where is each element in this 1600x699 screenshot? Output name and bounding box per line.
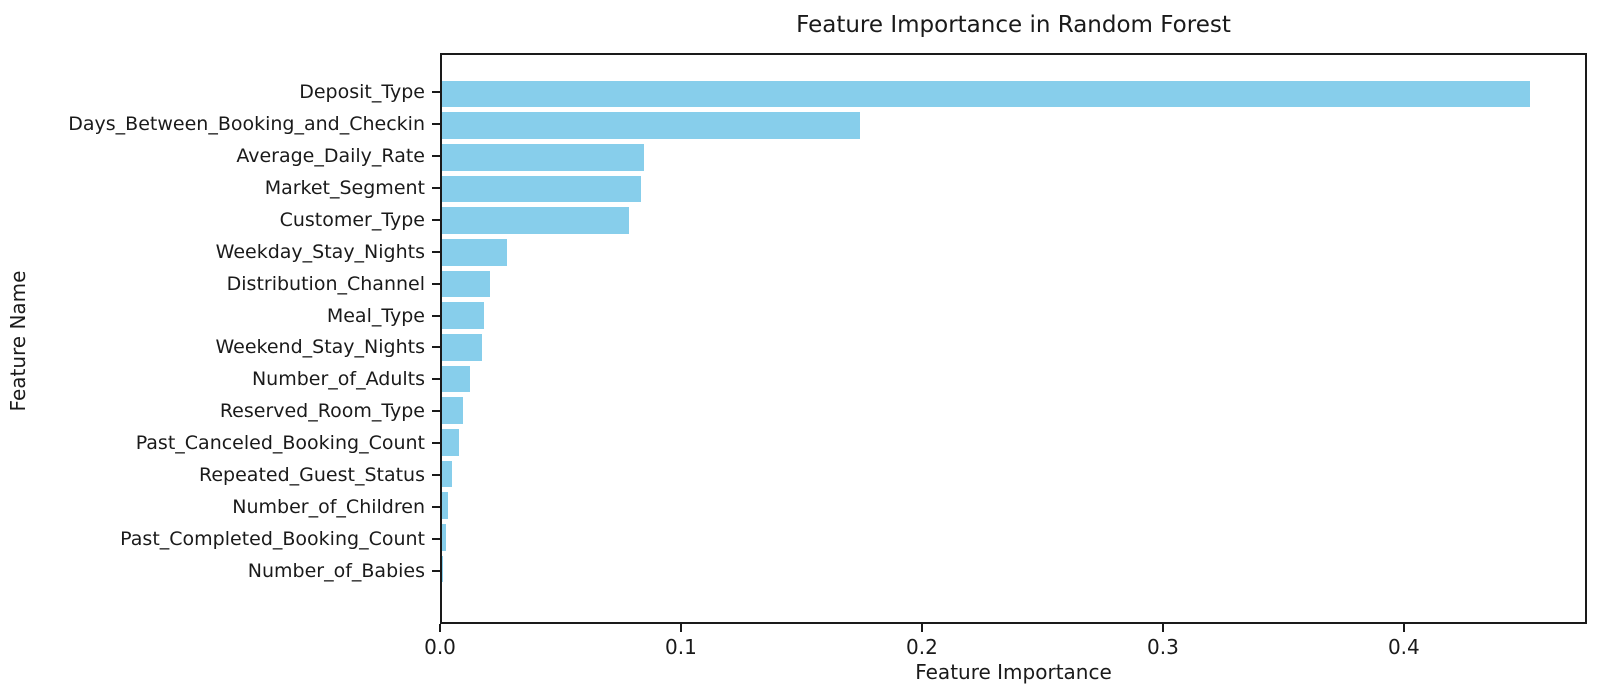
y-tick-row: Weekday_Stay_Nights	[0, 236, 440, 268]
y-tick-label: Number_of_Children	[232, 496, 425, 519]
y-tick-label: Weekend_Stay_Nights	[215, 336, 425, 359]
bar-meal_type	[442, 302, 484, 329]
y-tick-row: Days_Between_Booking_and_Checkin	[0, 108, 440, 140]
bar-row	[442, 395, 1585, 427]
y-tick-mark-icon	[432, 282, 440, 285]
bar-row	[442, 332, 1585, 364]
y-tick-row: Meal_Type	[0, 300, 440, 332]
y-tick-label: Number_of_Adults	[251, 368, 425, 391]
bar-row	[442, 268, 1585, 300]
chart-title: Feature Importance in Random Forest	[796, 12, 1231, 38]
bar-row	[442, 173, 1585, 205]
y-tick-row: Reserved_Room_Type	[0, 395, 440, 427]
y-tick-row: Average_Daily_Rate	[0, 140, 440, 172]
y-tick-label: Number_of_Babies	[247, 560, 425, 583]
y-tick-label: Meal_Type	[326, 304, 425, 327]
bar-past_completed_booking_count	[442, 524, 447, 551]
y-tick-label: Reserved_Room_Type	[219, 400, 425, 423]
x-axis-title: Feature Importance	[915, 660, 1112, 684]
bar-average_daily_rate	[442, 143, 644, 171]
bar-row	[442, 522, 1585, 554]
bar-past_canceled_booking_count	[442, 429, 459, 456]
x-axis: 0.0 0.1 0.2 0.3 0.4	[424, 624, 1587, 664]
y-tick-row: Market_Segment	[0, 172, 440, 204]
y-tick-mark-icon	[432, 314, 440, 317]
y-tick-label: Weekday_Stay_Nights	[215, 240, 425, 263]
y-tick-mark-icon	[432, 90, 440, 93]
bar-repeated_guest_status	[442, 460, 453, 488]
bar-days_between_booking_and_checkin	[442, 112, 860, 139]
plot-area	[440, 53, 1587, 624]
y-tick-mark-icon	[432, 218, 440, 221]
y-tick-row: Number_of_Children	[0, 491, 440, 523]
x-tick-label: 0.2	[906, 635, 938, 659]
bar-row	[442, 490, 1585, 522]
bar-row	[442, 553, 1585, 585]
y-tick-mark-icon	[432, 154, 440, 157]
y-tick-mark-icon	[432, 538, 440, 541]
y-tick-mark-icon	[432, 410, 440, 413]
y-tick-row: Distribution_Channel	[0, 268, 440, 300]
y-tick-mark-icon	[432, 570, 440, 573]
y-tick-row: Number_of_Babies	[0, 555, 440, 587]
y-tick-row: Customer_Type	[0, 204, 440, 236]
y-tick-label: Deposit_Type	[299, 80, 425, 103]
y-tick-label: Past_Completed_Booking_Count	[120, 528, 425, 551]
bar-row	[442, 110, 1585, 142]
bar-row	[442, 141, 1585, 173]
bar-customer_type	[442, 207, 630, 234]
bar-market_segment	[442, 175, 642, 203]
bar-number_of_adults	[442, 365, 471, 393]
bar-weekend_stay_nights	[442, 334, 483, 361]
y-tick-mark-icon	[432, 474, 440, 477]
y-tick-mark-icon	[432, 506, 440, 509]
x-tick-mark-icon	[920, 624, 923, 632]
y-tick-row: Deposit_Type	[0, 76, 440, 108]
bar-reserved_room_type	[442, 397, 464, 425]
y-tick-mark-icon	[432, 346, 440, 349]
y-tick-row: Past_Completed_Booking_Count	[0, 523, 440, 555]
x-tick-mark-icon	[439, 624, 441, 632]
bar-distribution_channel	[442, 270, 491, 298]
y-tick-label: Past_Canceled_Booking_Count	[135, 432, 425, 455]
y-tick-label: Customer_Type	[279, 208, 425, 231]
bar-row	[442, 236, 1585, 268]
y-tick-label: Days_Between_Booking_and_Checkin	[68, 112, 425, 135]
y-tick-row: Repeated_Guest_Status	[0, 459, 440, 491]
y-tick-mark-icon	[432, 186, 440, 189]
y-tick-mark-icon	[432, 378, 440, 381]
bar-row	[442, 458, 1585, 490]
bar-row	[442, 78, 1585, 110]
y-tick-label: Average_Daily_Rate	[236, 144, 425, 167]
bar-row	[442, 300, 1585, 332]
x-tick-label: 0.3	[1146, 635, 1179, 659]
bar-number_of_babies	[442, 555, 443, 583]
y-tick-mark-icon	[432, 442, 440, 445]
y-tick-label: Market_Segment	[264, 176, 425, 199]
y-tick-mark-icon	[432, 250, 440, 253]
y-tick-label: Repeated_Guest_Status	[199, 464, 425, 487]
x-tick-label: 0.1	[665, 635, 697, 659]
bar-weekday_stay_nights	[442, 238, 507, 266]
x-tick-label: 0.4	[1387, 635, 1420, 659]
y-tick-mark-icon	[432, 122, 440, 125]
y-axis-labels: Deposit_Type Days_Between_Booking_and_Che…	[0, 53, 440, 624]
x-tick-label: 0.0	[424, 635, 456, 659]
bar-row	[442, 427, 1585, 459]
y-tick-label: Distribution_Channel	[226, 272, 425, 295]
bars-layer	[442, 55, 1585, 622]
bar-number_of_children	[442, 492, 448, 520]
bar-row	[442, 205, 1585, 237]
y-tick-row: Number_of_Adults	[0, 363, 440, 395]
x-tick-mark-icon	[1161, 624, 1164, 632]
x-tick-mark-icon	[679, 624, 682, 632]
x-tick-mark-icon	[1402, 624, 1405, 632]
bar-deposit_type	[442, 80, 1530, 108]
y-tick-row: Weekend_Stay_Nights	[0, 332, 440, 364]
bar-row	[442, 363, 1585, 395]
y-tick-row: Past_Canceled_Booking_Count	[0, 427, 440, 459]
